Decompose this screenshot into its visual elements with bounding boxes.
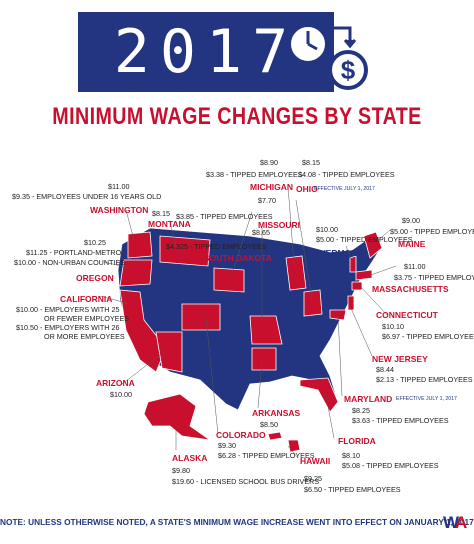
- clock-icon: [287, 20, 329, 65]
- maine-tipped: $5.00 - TIPPED EMPLOYEES: [390, 227, 474, 236]
- california-detail-1: $10.00 - EMPLOYERS WITH 25: [16, 305, 120, 314]
- ohio-wage: $8.15: [302, 158, 320, 167]
- connecticut-wage: $10.10: [382, 322, 404, 331]
- state-new-jersey: [347, 295, 355, 311]
- hawaii-wage: $9.25: [304, 474, 322, 483]
- alaska-label: ALASKA: [172, 453, 208, 463]
- montana-tipped: $4.325 - TIPPED EMPLOYEES: [166, 242, 267, 251]
- svg-text:W: W: [443, 513, 460, 532]
- montana-label: MONTANA: [148, 219, 191, 229]
- state-arizona: [155, 331, 183, 373]
- state-florida: [299, 377, 339, 413]
- maryland-effective: EFFECTIVE JULY 1, 2017: [396, 396, 457, 402]
- massachusetts-wage: $11.00: [404, 262, 426, 271]
- missouri-label: MISSOURI: [258, 220, 301, 230]
- connecticut-tipped: $6.97 - TIPPED EMPLOYEES: [382, 332, 474, 341]
- missouri-wage: $7.70: [258, 196, 276, 205]
- california-detail-2: OR FEWER EMPLOYEES: [44, 314, 130, 323]
- state-hawaii: [267, 431, 301, 453]
- oregon-detail-2: $10.00 - NON-URBAN COUNTIES: [14, 258, 126, 267]
- state-washington: [127, 231, 153, 259]
- header-icons: $: [287, 20, 368, 90]
- exchange-arrows-icon: [301, 26, 357, 84]
- state-maine: [363, 231, 383, 259]
- state-ohio: [303, 289, 323, 317]
- new-jersey-tipped: $2.13 - TIPPED EMPLOYEES: [376, 375, 473, 384]
- wa-logo: W A: [443, 513, 467, 532]
- vermont-label: VERMONT: [320, 248, 363, 258]
- state-colorado: [181, 303, 221, 331]
- state-maryland: [329, 309, 347, 321]
- new-jersey-wage: $8.44: [376, 365, 394, 374]
- state-montana: [159, 235, 211, 267]
- florida-tipped: $5.08 - TIPPED EMPLOYEES: [342, 461, 439, 470]
- vermont-tipped: $5.00 - TIPPED EMPLOYEES: [316, 235, 413, 244]
- oregon-label: OREGON: [76, 273, 114, 283]
- vermont-wage: $10.00: [316, 225, 338, 234]
- ohio-effective: EFFECTIVE JULY 1, 2017: [314, 186, 375, 192]
- california-label: CALIFORNIA: [60, 294, 113, 304]
- state-alaska: [143, 393, 211, 441]
- washington-wage: $11.00: [108, 182, 130, 191]
- page-title: MINIMUM WAGE CHANGES BY STATE: [52, 103, 422, 130]
- michigan-wage: $8.90: [260, 158, 278, 167]
- arizona-wage: $10.00: [110, 390, 132, 399]
- dollar-coin-icon: $: [328, 50, 368, 90]
- michigan-tipped: $3.38 - TIPPED EMPLOYEES: [206, 170, 303, 179]
- florida-wage: $8.10: [342, 451, 360, 460]
- massachusetts-label: MASSACHUSETTS: [372, 284, 449, 294]
- colorado-wage: $9.30: [218, 441, 236, 450]
- hawaii-label: HAWAII: [300, 456, 331, 466]
- florida-label: FLORIDA: [338, 436, 376, 446]
- alaska-detail: $19.60 - LICENSED SCHOOL BUS DRIVERS: [172, 477, 320, 486]
- state-arkansas: [251, 347, 277, 371]
- maine-label: MAINE: [398, 239, 426, 249]
- arkansas-wage: $8.50: [260, 420, 278, 429]
- svg-text:$: $: [341, 55, 356, 85]
- arizona-label: ARIZONA: [96, 378, 135, 388]
- state-south-dakota: [213, 267, 245, 293]
- oregon-wage: $10.25: [84, 238, 106, 247]
- state-missouri: [249, 315, 283, 345]
- alaska-wage: $9.80: [172, 466, 190, 475]
- california-detail-4: OR MORE EMPLOYEES: [44, 332, 125, 341]
- hawaii-tipped: $6.50 - TIPPED EMPLOYEES: [304, 485, 401, 494]
- state-massachusetts: [355, 269, 373, 281]
- massachusetts-tipped: $3.75 - TIPPED EMPLOYEES: [394, 273, 474, 282]
- maryland-wage: $8.25: [352, 406, 370, 415]
- arkansas-label: ARKANSAS: [252, 408, 301, 418]
- washington-detail: $9.35 - EMPLOYEES UNDER 16 YEARS OLD: [12, 192, 162, 201]
- south-dakota-tipped: $3.85 - TIPPED EMPLOYEES: [176, 212, 273, 221]
- ohio-tipped: $4.08 - TIPPED EMPLOYEES: [298, 170, 395, 179]
- michigan-label: MICHIGAN: [250, 182, 293, 192]
- maryland-tipped: $3.63 - TIPPED EMPLOYEES: [352, 416, 449, 425]
- ohio-label: OHIO: [296, 184, 318, 194]
- california-detail-3: $10.50 - EMPLOYERS WITH 26: [16, 323, 120, 332]
- south-dakota-label: SOUTH DAKOTA: [204, 253, 272, 263]
- maryland-label: MARYLAND: [344, 394, 393, 404]
- state-michigan: [285, 255, 307, 291]
- colorado-label: COLORADO: [216, 430, 266, 440]
- state-connecticut: [351, 281, 363, 291]
- connecticut-label: CONNECTICUT: [376, 310, 438, 320]
- washington-label: WASHINGTON: [90, 205, 149, 215]
- colorado-tipped: $6.28 - TIPPED EMPLOYEES: [218, 451, 315, 460]
- footer-note: NOTE: UNLESS OTHERWISE NOTED, A STATE'S …: [0, 517, 474, 527]
- montana-wage: $8.15: [152, 209, 170, 218]
- south-dakota-wage: $8.65: [252, 228, 270, 237]
- state-oregon: [119, 259, 153, 287]
- svg-text:A: A: [455, 513, 467, 532]
- new-jersey-label: NEW JERSEY: [372, 354, 428, 364]
- maine-wage: $9.00: [402, 216, 420, 225]
- oregon-detail-1: $11.25 - PORTLAND-METRO: [26, 248, 122, 257]
- year-text: 2017: [113, 17, 299, 87]
